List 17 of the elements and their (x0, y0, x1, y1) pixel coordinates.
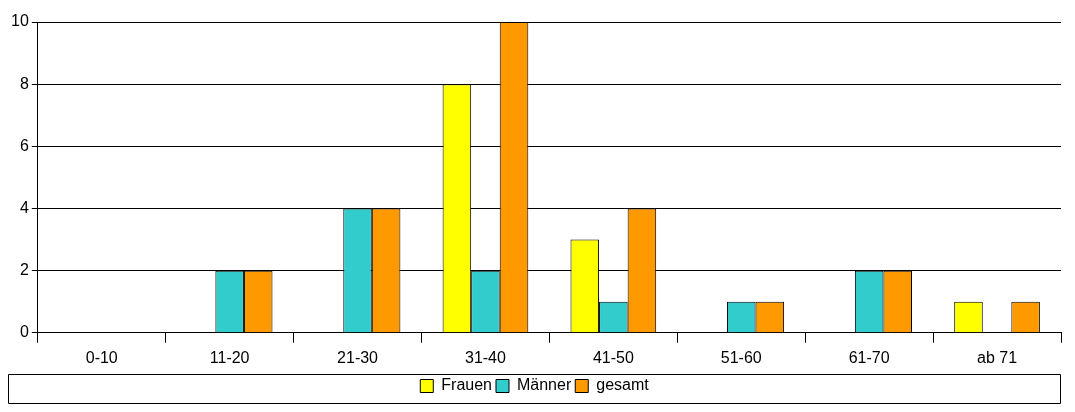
x-tick-label: 61-70 (848, 348, 890, 366)
y-tick-label: 8 (19, 74, 29, 92)
y-tick-label: 6 (19, 136, 29, 154)
x-tick-label: 11-20 (209, 348, 250, 366)
y-tick-label: 10 (11, 12, 29, 30)
x-tick-label: 21-30 (337, 348, 379, 366)
y-tick-label: 0 (19, 323, 29, 341)
y-tick-label: 4 (19, 198, 29, 216)
legend-label: Frauen (441, 376, 492, 394)
legend-label: gesamt (596, 376, 650, 394)
y-tick-label: 2 (19, 261, 29, 279)
x-tick-label: 0-10 (85, 348, 118, 366)
legend-label: Männer (516, 376, 572, 394)
x-tick-label: 41-50 (592, 348, 634, 366)
x-tick-label: 51-60 (720, 348, 762, 366)
x-tick-label: ab 71 (977, 348, 1018, 366)
x-tick-label: 31-40 (464, 348, 507, 366)
